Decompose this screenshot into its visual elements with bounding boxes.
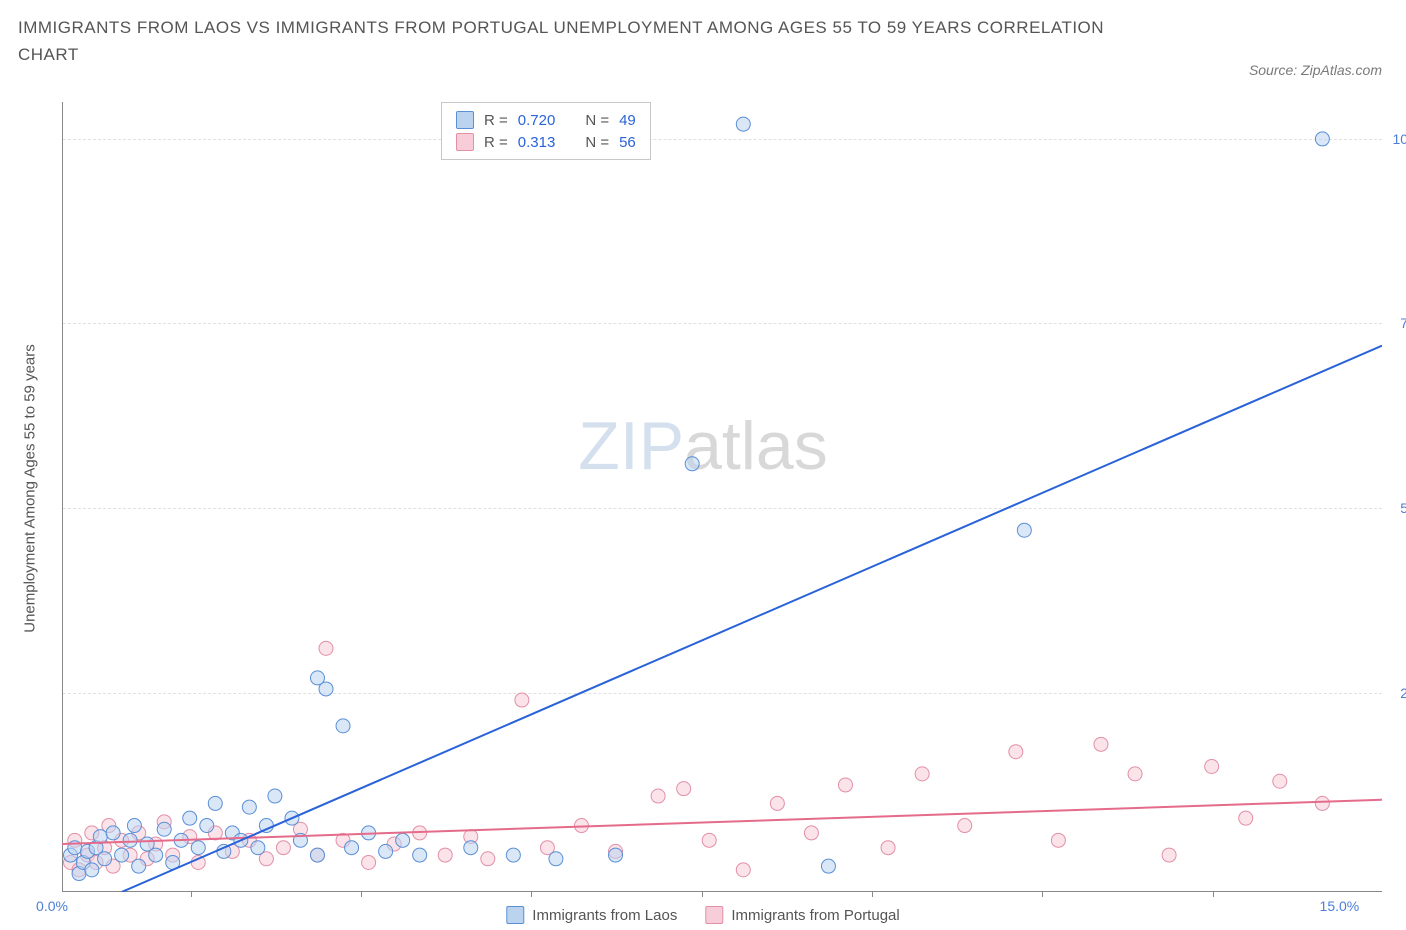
scatter-point	[1094, 737, 1108, 751]
scatter-point	[251, 841, 265, 855]
y-tick-label: 25.0%	[1400, 685, 1406, 701]
scatter-point	[310, 848, 324, 862]
chart-plot-area: 25.0%50.0%75.0%100.0%0.0%15.0%	[62, 102, 1382, 892]
scatter-point	[1315, 796, 1329, 810]
scatter-point	[821, 859, 835, 873]
scatter-point	[362, 855, 376, 869]
scatter-point	[149, 848, 163, 862]
scatter-point	[1128, 767, 1142, 781]
stat-r-label: R =	[484, 112, 508, 129]
scatter-point	[736, 117, 750, 131]
scatter-point	[191, 841, 205, 855]
stats-row: R = 0.720 N = 49	[456, 109, 636, 131]
scatter-point	[106, 826, 120, 840]
scatter-point	[345, 841, 359, 855]
legend-label: Immigrants from Laos	[532, 907, 677, 924]
scatter-point	[677, 782, 691, 796]
scatter-point	[115, 848, 129, 862]
stat-r-value: 0.313	[518, 134, 556, 151]
stats-box: R = 0.720 N = 49 R = 0.313 N = 56	[441, 102, 651, 160]
scatter-point	[915, 767, 929, 781]
scatter-point	[85, 863, 99, 877]
scatter-point	[319, 641, 333, 655]
scatter-point	[208, 796, 222, 810]
stat-n-value: 49	[619, 112, 636, 129]
scatter-point	[183, 811, 197, 825]
x-tick-label: 0.0%	[36, 898, 68, 914]
scatter-point	[1315, 132, 1329, 146]
bottom-legend: Immigrants from Laos Immigrants from Por…	[506, 906, 899, 924]
scatter-point	[685, 457, 699, 471]
y-tick-label: 50.0%	[1400, 500, 1406, 516]
scatter-point	[651, 789, 665, 803]
scatter-svg	[62, 102, 1382, 892]
scatter-point	[1051, 833, 1065, 847]
chart-source: Source: ZipAtlas.com	[1249, 62, 1382, 78]
scatter-point	[736, 863, 750, 877]
stat-n-label: N =	[585, 134, 609, 151]
scatter-point	[549, 852, 563, 866]
swatch-icon	[456, 111, 474, 129]
scatter-point	[242, 800, 256, 814]
scatter-point	[123, 833, 137, 847]
chart-title: IMMIGRANTS FROM LAOS VS IMMIGRANTS FROM …	[18, 14, 1118, 68]
scatter-point	[336, 719, 350, 733]
swatch-icon	[705, 906, 723, 924]
scatter-point	[319, 682, 333, 696]
scatter-point	[1205, 759, 1219, 773]
scatter-point	[93, 830, 107, 844]
scatter-point	[506, 848, 520, 862]
legend-item: Immigrants from Portugal	[705, 906, 899, 924]
scatter-point	[804, 826, 818, 840]
scatter-point	[438, 848, 452, 862]
scatter-point	[515, 693, 529, 707]
scatter-point	[838, 778, 852, 792]
scatter-point	[1162, 848, 1176, 862]
scatter-point	[881, 841, 895, 855]
scatter-point	[958, 819, 972, 833]
scatter-point	[268, 789, 282, 803]
scatter-point	[413, 848, 427, 862]
scatter-point	[702, 833, 716, 847]
scatter-point	[1239, 811, 1253, 825]
scatter-point	[1017, 523, 1031, 537]
stats-row: R = 0.313 N = 56	[456, 131, 636, 153]
stat-n-label: N =	[585, 112, 609, 129]
scatter-point	[396, 833, 410, 847]
scatter-point	[276, 841, 290, 855]
y-tick-label: 75.0%	[1400, 315, 1406, 331]
scatter-point	[1273, 774, 1287, 788]
y-axis-label: Unemployment Among Ages 55 to 59 years	[22, 344, 39, 633]
legend-item: Immigrants from Laos	[506, 906, 677, 924]
scatter-point	[157, 822, 171, 836]
legend-label: Immigrants from Portugal	[731, 907, 899, 924]
swatch-icon	[456, 133, 474, 151]
stat-r-label: R =	[484, 134, 508, 151]
scatter-point	[200, 819, 214, 833]
scatter-point	[379, 844, 393, 858]
stat-n-value: 56	[619, 134, 636, 151]
x-tick-label: 15.0%	[1320, 898, 1360, 914]
scatter-point	[1009, 745, 1023, 759]
scatter-point	[481, 852, 495, 866]
stat-r-value: 0.720	[518, 112, 556, 129]
scatter-point	[98, 852, 112, 866]
scatter-point	[127, 819, 141, 833]
swatch-icon	[506, 906, 524, 924]
y-tick-label: 100.0%	[1393, 131, 1406, 147]
scatter-point	[609, 848, 623, 862]
scatter-point	[132, 859, 146, 873]
trend-line	[122, 346, 1382, 892]
scatter-point	[770, 796, 784, 810]
scatter-point	[464, 841, 478, 855]
